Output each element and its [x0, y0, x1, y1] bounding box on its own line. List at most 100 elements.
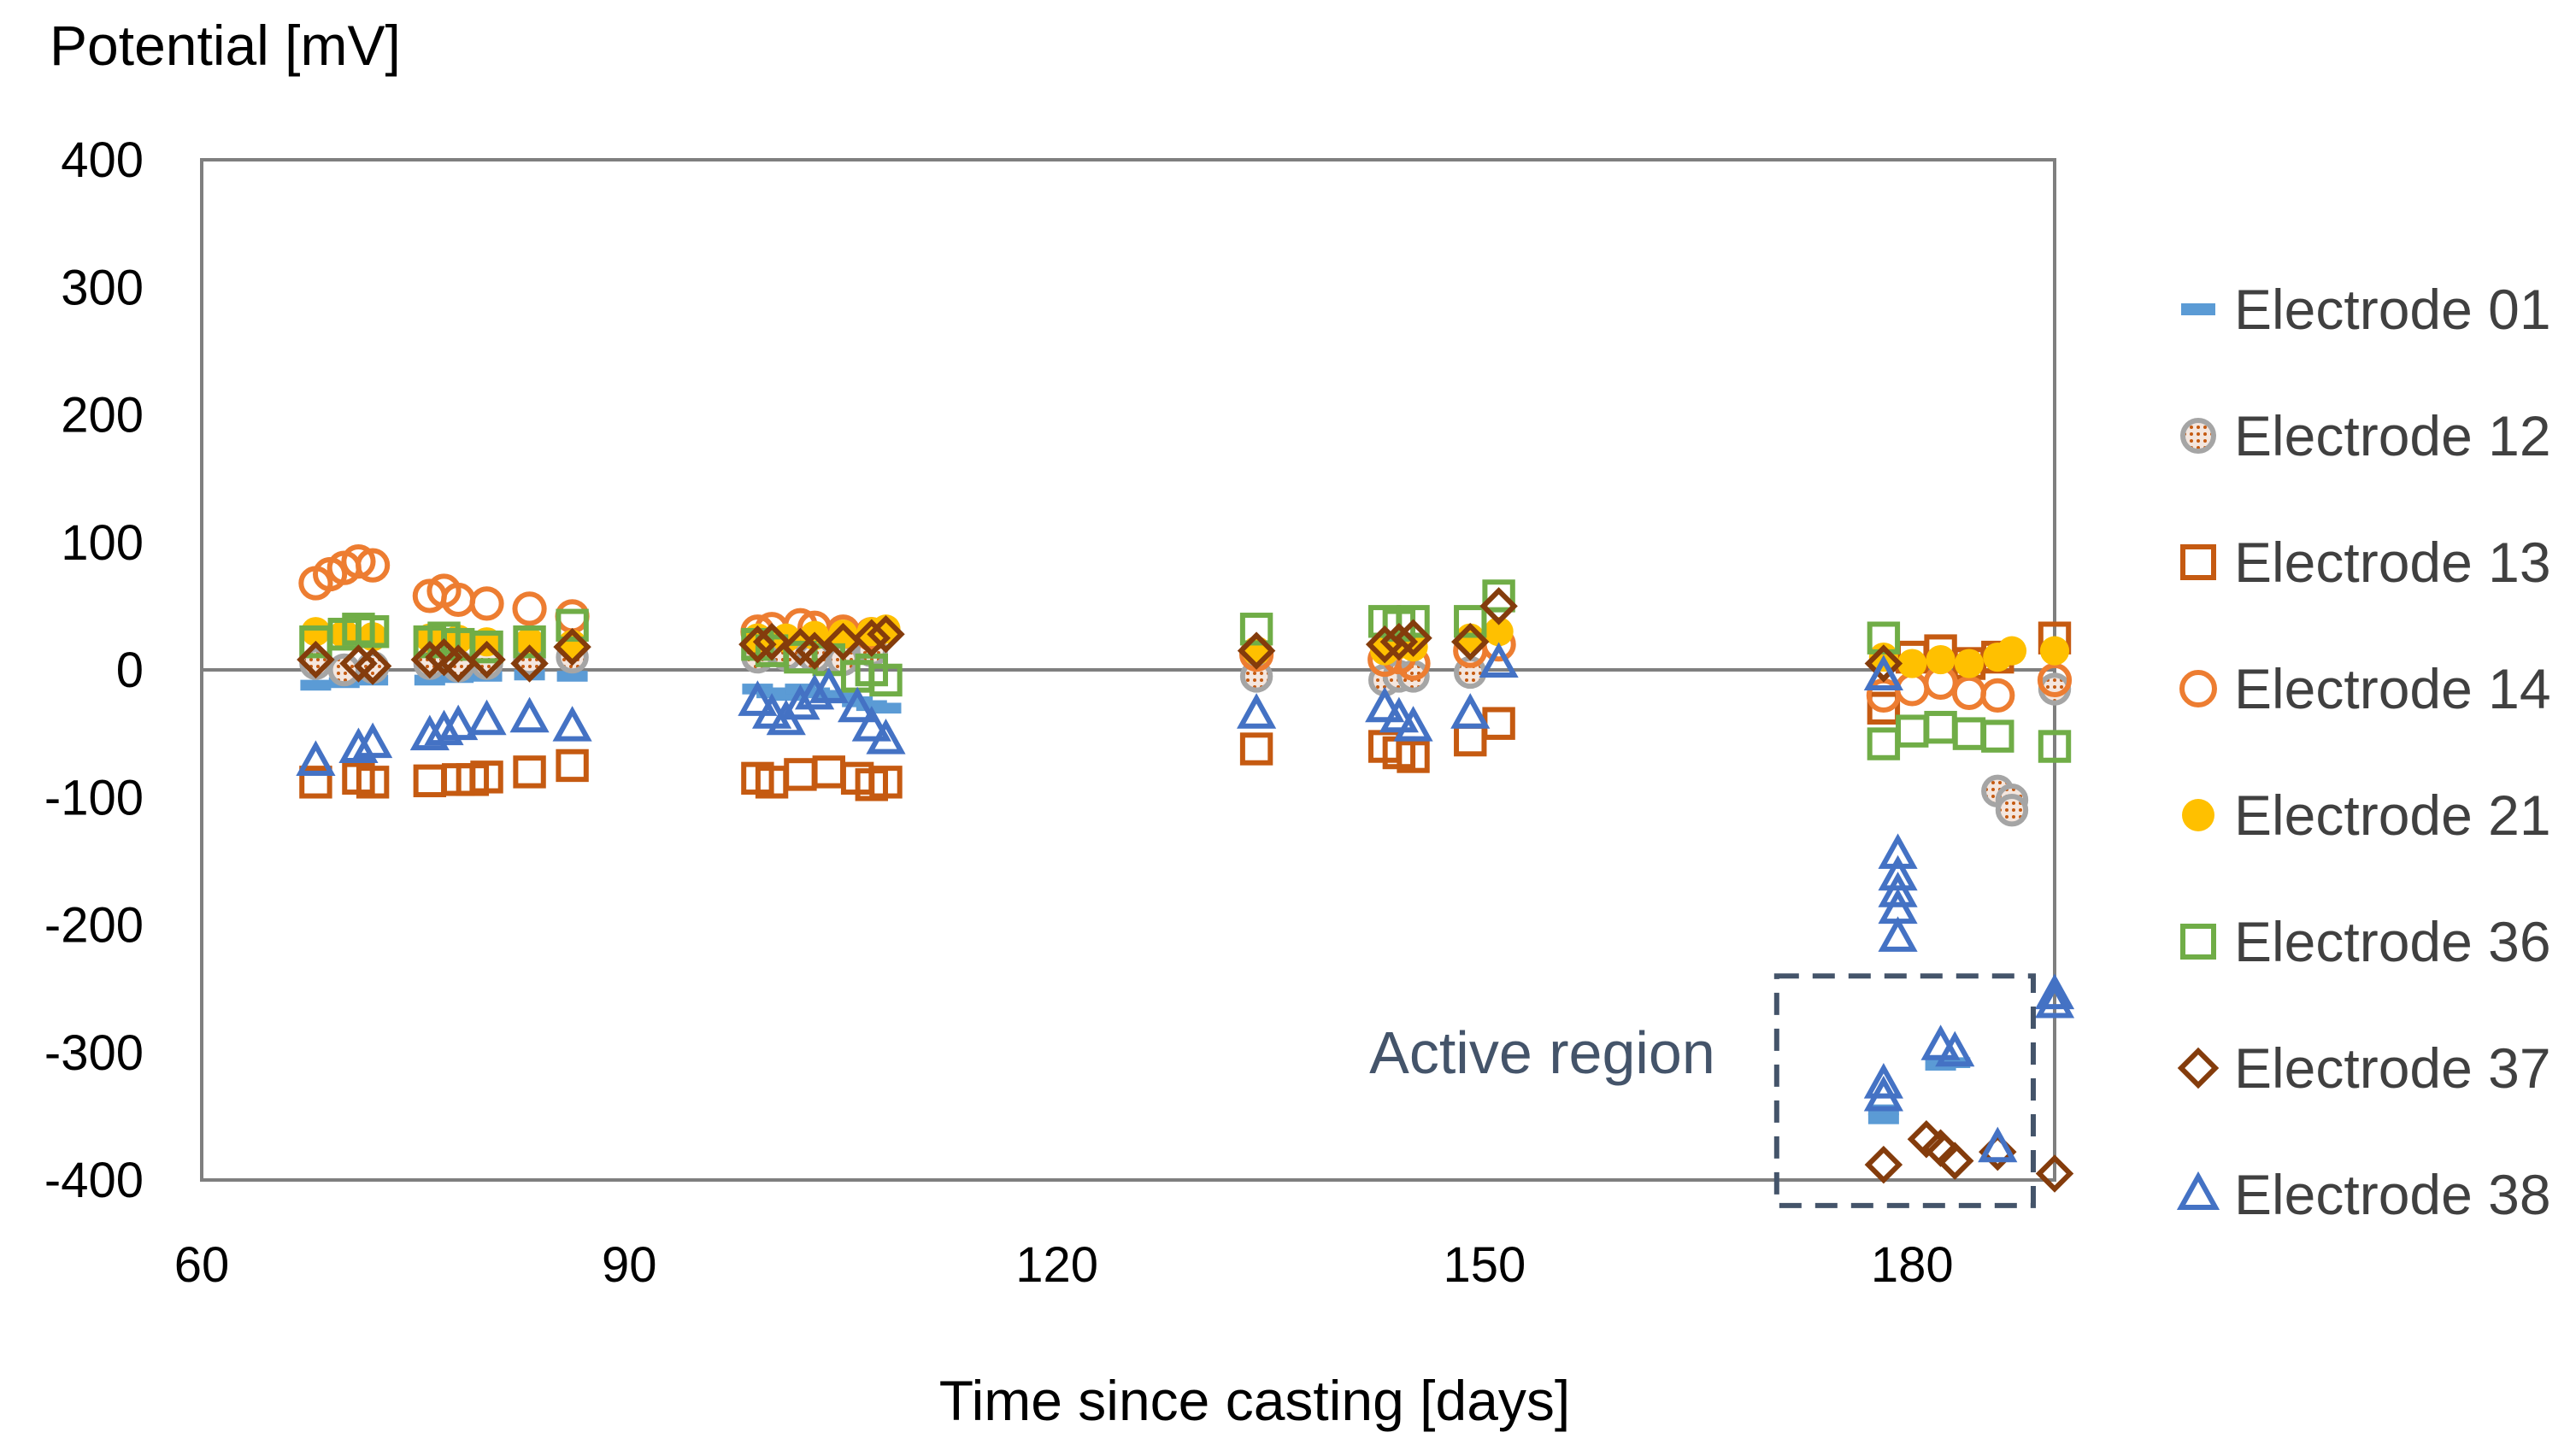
- data-point: [556, 748, 589, 783]
- data-point: [812, 755, 845, 789]
- data-point: [1454, 723, 1487, 757]
- data-point: [1863, 1075, 1903, 1112]
- x-tick-label: 120: [1015, 1237, 1098, 1293]
- data-point: [1450, 693, 1491, 729]
- data-point: [1867, 621, 1901, 655]
- data-point: [1924, 710, 1957, 744]
- y-tick-label: 100: [61, 515, 144, 571]
- data-point: [1239, 732, 1273, 766]
- data-point: [552, 706, 592, 742]
- active-region-box: [1773, 973, 2036, 1208]
- data-point: [438, 704, 479, 741]
- data-point: [1951, 675, 1987, 710]
- legend-item: Electrode 12: [2180, 404, 2551, 467]
- data-point: [515, 627, 544, 657]
- data-point: [1482, 707, 1515, 740]
- data-point: [2038, 730, 2072, 763]
- series-electrode-37: [297, 587, 2074, 1193]
- data-point: [467, 699, 507, 736]
- series-electrode-12: [299, 634, 2072, 827]
- y-tick-label: 0: [116, 643, 144, 698]
- data-point: [338, 727, 379, 764]
- active-region-label: Active region: [1369, 1019, 1715, 1086]
- data-point: [1926, 644, 1956, 675]
- y-tick-label: 300: [61, 260, 144, 315]
- y-tick-labels: 400 300 200 100 0 -100 -200 -300 -400: [44, 132, 144, 1208]
- data-point: [1878, 916, 1918, 952]
- legend-item: Electrode 36: [2180, 910, 2551, 973]
- data-point: [2039, 636, 2070, 666]
- legend-marker: [2181, 303, 2215, 315]
- data-point: [1936, 1142, 1974, 1180]
- data-point: [1995, 793, 2029, 827]
- data-point: [556, 671, 588, 682]
- legend-item: Electrode 37: [2177, 1036, 2551, 1100]
- data-point: [1935, 1030, 1975, 1067]
- series-electrode-14: [298, 544, 2073, 713]
- y-tick-label: -300: [44, 1025, 144, 1081]
- data-point: [1952, 717, 1986, 750]
- data-point: [1878, 872, 1918, 907]
- data-point: [738, 680, 778, 716]
- y-axis-title: Potential [mV]: [50, 14, 401, 77]
- data-point: [510, 644, 549, 683]
- data-point: [297, 640, 335, 679]
- legend-label: Electrode 37: [2234, 1036, 2551, 1100]
- data-point: [784, 758, 817, 791]
- data-point: [1864, 644, 1903, 683]
- data-point: [795, 631, 834, 670]
- series-electrode-38: [296, 642, 2075, 1163]
- data-point: [780, 684, 820, 720]
- data-point: [1365, 686, 1405, 723]
- data-point: [409, 714, 450, 751]
- legend-marker: [2179, 670, 2217, 707]
- data-point: [1864, 1145, 1903, 1184]
- data-point: [752, 622, 791, 661]
- data-point: [871, 614, 901, 644]
- legend-item: Electrode 13: [2180, 531, 2551, 594]
- data-point: [299, 766, 332, 799]
- annotations: Active region: [1369, 973, 2036, 1208]
- y-tick-label: -400: [44, 1153, 144, 1208]
- data-point: [513, 625, 546, 659]
- data-point: [2034, 982, 2075, 1019]
- data-point: [866, 719, 906, 754]
- x-tick-label: 150: [1444, 1237, 1526, 1293]
- data-point: [353, 647, 392, 685]
- data-point: [1397, 605, 1430, 638]
- x-tick-label: 90: [602, 1237, 657, 1293]
- data-point: [867, 614, 905, 654]
- data-point: [1394, 619, 1432, 657]
- legend: Electrode 01 Electrode 12 Electrode 13 Elec…: [2176, 278, 2551, 1226]
- data-point: [1397, 740, 1430, 773]
- legend-label: Electrode 12: [2234, 404, 2551, 467]
- data-point: [1981, 719, 2014, 753]
- data-point: [2037, 662, 2073, 698]
- data-point: [1980, 678, 2015, 713]
- data-point: [1239, 613, 1273, 646]
- legend-label: Electrode 36: [2234, 910, 2551, 973]
- data-point: [1479, 587, 1518, 625]
- data-point: [1365, 625, 1404, 664]
- data-point: [870, 702, 902, 714]
- data-point: [1379, 696, 1419, 733]
- x-axis-title: Time since casting [days]: [939, 1369, 1571, 1432]
- data-point: [1379, 622, 1419, 661]
- legend-marker: [2180, 544, 2216, 580]
- data-point: [1997, 636, 2027, 666]
- legend-label: Electrode 01: [2234, 278, 2551, 341]
- legend-marker: [2176, 1171, 2220, 1210]
- data-point: [513, 755, 546, 789]
- legend-item: Electrode 21: [2182, 784, 2551, 847]
- data-point: [356, 766, 390, 799]
- data-point: [470, 760, 503, 794]
- y-tick-label: 200: [61, 388, 144, 443]
- data-point: [1237, 631, 1276, 670]
- data-point: [1867, 691, 1901, 725]
- data-point: [795, 673, 835, 710]
- data-point: [838, 686, 878, 723]
- data-point: [556, 608, 589, 642]
- data-point: [1867, 727, 1901, 760]
- data-point: [1863, 1062, 1903, 1099]
- data-point: [339, 644, 378, 683]
